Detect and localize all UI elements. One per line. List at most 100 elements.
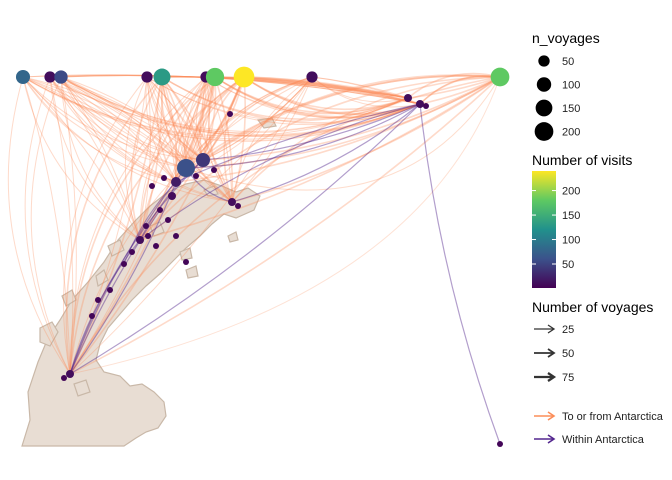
arrow-icon — [547, 411, 556, 421]
size-legend-label: 150 — [562, 103, 580, 115]
route-line — [161, 76, 204, 161]
arrow-icon — [547, 324, 556, 334]
route-line — [202, 76, 313, 161]
color-tick-label: 150 — [562, 210, 580, 222]
site-point — [173, 233, 179, 239]
port-point — [233, 66, 255, 88]
route-line — [60, 76, 177, 183]
route-line — [22, 76, 141, 241]
legend: n_voyages 50 100 150 200 Number of visits 2… — [532, 30, 664, 446]
arrow-icon — [547, 372, 557, 382]
route-line — [130, 76, 163, 241]
arrow-icon — [547, 434, 556, 444]
route-line — [60, 76, 409, 132]
route-line — [22, 76, 177, 183]
site-point — [145, 233, 151, 239]
route-line — [202, 76, 233, 203]
route-line — [49, 76, 204, 161]
route-line — [231, 76, 313, 203]
route-line — [139, 76, 207, 241]
route-line — [22, 76, 71, 375]
route-type-legend: To or from Antarctica Within Antarctica — [534, 411, 664, 446]
route-line — [243, 76, 421, 115]
site-point — [423, 103, 429, 109]
route-line — [69, 76, 207, 375]
site-point — [497, 441, 503, 447]
port-point — [141, 71, 153, 83]
route-line — [49, 76, 177, 183]
route-line — [60, 76, 141, 241]
port-point — [306, 71, 318, 83]
route-line — [49, 76, 187, 169]
route-line — [161, 76, 233, 203]
route-line — [202, 74, 501, 161]
site-point — [193, 173, 199, 179]
island — [185, 265, 199, 279]
site-point — [157, 207, 163, 213]
route-line — [205, 76, 233, 203]
route-line — [175, 75, 501, 183]
route-line — [69, 76, 501, 375]
route-line — [139, 76, 151, 241]
site-point — [171, 177, 181, 187]
route-line — [69, 76, 216, 375]
site-point — [149, 183, 155, 189]
site-point — [404, 94, 412, 102]
island — [73, 379, 91, 397]
route-line — [185, 76, 313, 169]
site-point — [228, 198, 236, 206]
route-line — [22, 76, 421, 140]
route-line — [60, 76, 421, 136]
route-line — [49, 76, 204, 161]
route-line — [214, 76, 421, 119]
route-line — [146, 76, 204, 161]
route-line — [60, 76, 204, 161]
route-line — [243, 76, 421, 116]
route-line — [161, 76, 187, 169]
width-legend-label: 50 — [562, 348, 574, 360]
route-line — [146, 76, 187, 169]
site-point — [227, 111, 233, 117]
route-line — [69, 76, 313, 375]
port-point — [153, 68, 171, 86]
route-line — [161, 76, 204, 161]
route-line — [49, 76, 74, 375]
island — [179, 247, 193, 261]
site-point — [177, 159, 195, 177]
site-point — [129, 249, 135, 255]
size-legend-title: n_voyages — [532, 30, 600, 46]
size-legend-label: 50 — [562, 56, 574, 68]
route-line — [231, 103, 421, 203]
color-bar — [532, 171, 556, 288]
antarctic-sites — [61, 94, 503, 447]
route-line — [185, 75, 501, 169]
site-point — [165, 217, 171, 223]
port-points — [15, 66, 510, 88]
route-line — [60, 76, 421, 137]
route-line — [60, 76, 187, 169]
route-line — [208, 76, 233, 203]
route-line — [139, 76, 313, 241]
width-legend-label: 75 — [562, 372, 574, 384]
route-line — [22, 76, 141, 241]
route-line — [214, 76, 409, 114]
island — [61, 289, 77, 307]
route-line — [231, 76, 501, 203]
route-line — [49, 74, 409, 99]
route-line — [60, 76, 233, 203]
island — [95, 269, 109, 287]
route-line — [202, 103, 421, 161]
port-point — [44, 71, 56, 83]
route-line — [139, 76, 501, 241]
site-point — [196, 153, 210, 167]
route-line — [202, 76, 313, 161]
route-line — [184, 76, 207, 169]
route-line — [22, 76, 204, 161]
route-line — [60, 76, 177, 183]
width-legend-label: 25 — [562, 324, 574, 336]
route-line — [214, 76, 421, 118]
route-line — [22, 76, 187, 169]
route-line — [69, 239, 141, 375]
route-line — [49, 76, 233, 203]
